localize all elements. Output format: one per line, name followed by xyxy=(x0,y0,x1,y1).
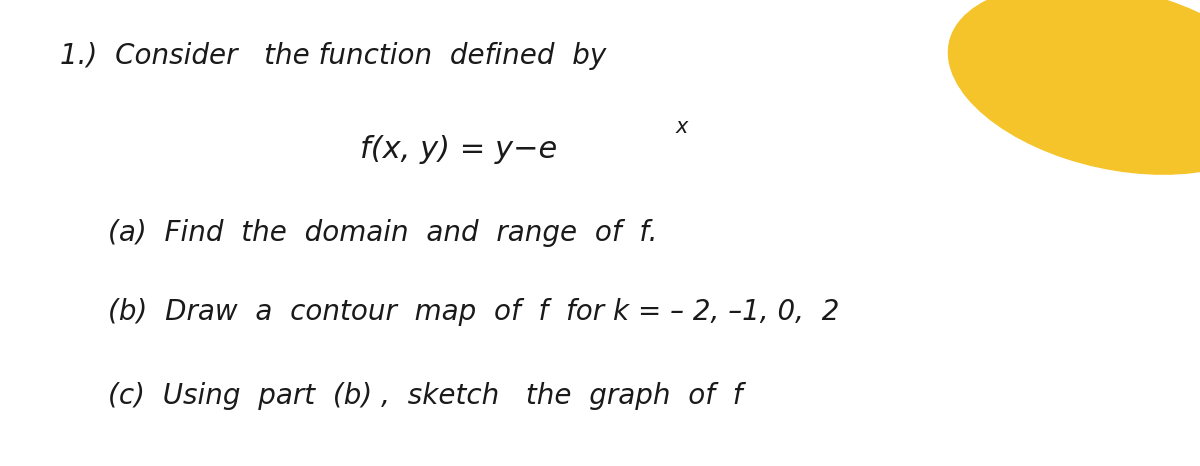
Ellipse shape xyxy=(948,0,1200,174)
Text: 1.)  Consider   the function  defined  by: 1.) Consider the function defined by xyxy=(60,42,606,70)
Text: x: x xyxy=(676,117,688,137)
Text: f(x, y) = y−e: f(x, y) = y−e xyxy=(360,135,557,164)
Text: (b)  Draw  a  contour  map  of  f  for k = – 2, –1, 0,  2: (b) Draw a contour map of f for k = – 2,… xyxy=(108,298,839,326)
Text: (c)  Using  part  (b) ,  sketch   the  graph  of  f: (c) Using part (b) , sketch the graph of… xyxy=(108,382,743,410)
Text: (a)  Find  the  domain  and  range  of  f.: (a) Find the domain and range of f. xyxy=(108,219,658,247)
